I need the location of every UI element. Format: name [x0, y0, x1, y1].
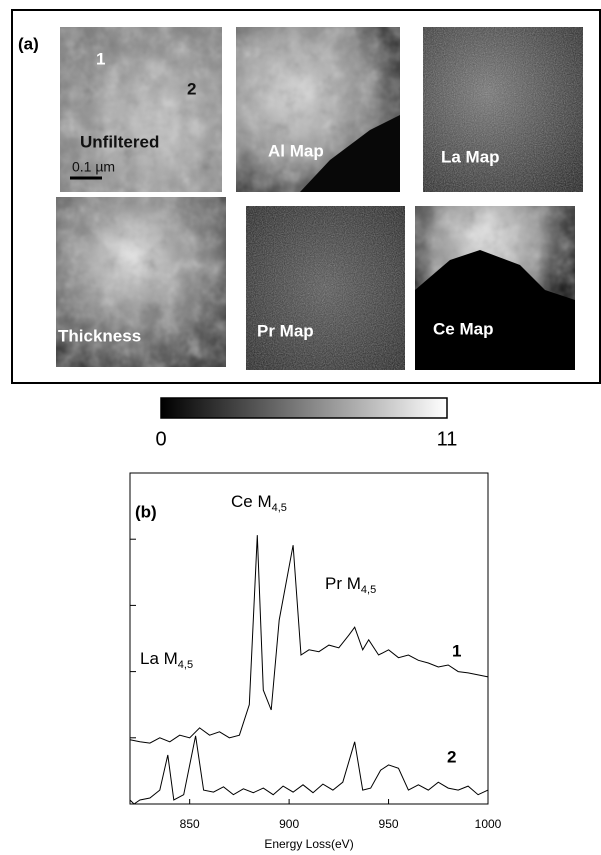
image-label: Pr Map	[257, 321, 314, 340]
panel-frame	[11, 9, 601, 384]
image-label: La Map	[441, 147, 500, 166]
image-label: Al Map	[268, 141, 324, 160]
x-axis-label: Energy Loss(eV)	[264, 837, 353, 851]
series-label: 2	[447, 747, 456, 766]
x-tick-label: 1000	[475, 817, 502, 831]
annotation: Ce M4,5	[231, 492, 287, 513]
image-label: Ce Map	[433, 319, 493, 338]
scale-bar-label: 0.1 µm	[72, 159, 115, 175]
x-tick-label: 900	[279, 817, 299, 831]
series-line	[129, 535, 489, 744]
colorbar-tick-label: 11	[437, 428, 458, 450]
image-marker: 1	[96, 49, 105, 68]
image	[56, 27, 583, 370]
image-label: Thickness	[58, 326, 141, 345]
annotation: Pr M4,5	[325, 574, 376, 595]
colorbar	[160, 397, 448, 419]
panel-label: (b)	[135, 502, 157, 521]
annotation: La M4,5	[140, 649, 193, 670]
image-marker: 2	[187, 79, 196, 98]
x-tick-label: 850	[180, 817, 200, 831]
series-line	[129, 735, 489, 805]
x-tick-label: 950	[379, 817, 399, 831]
panel-label: (a)	[18, 34, 39, 53]
image-label: Unfiltered	[80, 132, 159, 151]
plot-frame	[129, 472, 489, 805]
colorbar-tick-label: 0	[155, 428, 166, 450]
series-label: 1	[452, 641, 461, 660]
